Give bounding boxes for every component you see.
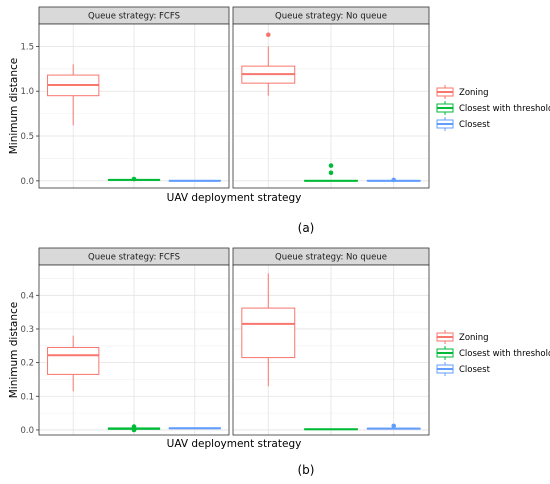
box-zoning — [241, 32, 296, 96]
legend-entry: Closest with threshold — [436, 346, 550, 360]
y-tick-label: 1.5 — [20, 42, 34, 52]
legend-entry: Zoning — [436, 85, 489, 99]
facet-strip-label: Queue strategy: FCFS — [88, 253, 180, 263]
facet-strip-label: Queue strategy: No queue — [275, 12, 387, 22]
panel-label: (a) — [298, 221, 315, 235]
y-tick-label: 0.5 — [20, 132, 34, 142]
box-body — [241, 307, 296, 359]
panel-label: (b) — [298, 463, 315, 477]
y-tick-label: 1.0 — [20, 87, 34, 97]
box-closest-with-threshold — [107, 424, 161, 433]
facet-panel: Queue strategy: FCFS — [38, 247, 230, 436]
box-closest — [168, 179, 221, 182]
panel-border — [232, 23, 430, 189]
legend-label: Closest with threshold — [459, 104, 550, 114]
panel-border — [232, 264, 430, 436]
y-tick-label: 0.3 — [20, 325, 34, 335]
legend-label: Closest — [459, 365, 491, 375]
box-body — [47, 346, 100, 375]
legend-entry: Closest with threshold — [436, 101, 550, 115]
outlier-point — [131, 427, 137, 433]
outlier-point — [131, 176, 137, 182]
legend-entry: Closest — [436, 117, 491, 131]
y-axis-label: Minimum distance — [8, 58, 20, 155]
y-tick-label: 0.2 — [20, 359, 34, 369]
box-zoning — [241, 273, 296, 387]
legend-label: Closest with threshold — [459, 349, 550, 359]
outlier-point — [391, 423, 397, 429]
facet-strip-label: Queue strategy: FCFS — [88, 12, 180, 22]
legend-label: Zoning — [459, 333, 489, 343]
box-closest-with-threshold — [304, 163, 358, 182]
box-closest-with-threshold — [304, 428, 358, 431]
y-tick-label: 0.0 — [20, 426, 34, 436]
legend-entry: Closest — [436, 362, 491, 376]
outlier-point — [391, 177, 397, 183]
y-tick-label: 0.1 — [20, 392, 34, 402]
x-axis-label: UAV deployment strategy — [167, 438, 302, 450]
box-zoning — [47, 335, 100, 392]
chart-a: Queue strategy: FCFS Queue strategy: No q… — [8, 6, 550, 235]
outlier-point — [328, 163, 334, 168]
outlier-point — [131, 424, 137, 429]
facet-panel: Queue strategy: No queue — [232, 6, 430, 189]
y-tick-label: 0.4 — [20, 291, 34, 301]
legend-label: Zoning — [459, 88, 489, 98]
facet-panel: Queue strategy: No queue — [232, 247, 430, 436]
x-axis-label: UAV deployment strategy — [167, 192, 302, 204]
panel-border — [38, 264, 230, 436]
box-closest — [168, 427, 221, 430]
legend-label: Closest — [459, 120, 491, 130]
panel-border — [38, 23, 230, 189]
box-closest — [366, 423, 421, 430]
outlier-point — [265, 32, 271, 38]
outlier-point — [328, 170, 334, 176]
chart-b: Queue strategy: FCFS Queue strategy: No q… — [8, 247, 550, 477]
facet-strip-label: Queue strategy: No queue — [275, 253, 387, 263]
box-closest-with-threshold — [107, 176, 161, 182]
box-closest — [366, 177, 421, 183]
y-axis-label: Minimum distance — [8, 302, 20, 399]
facet-panel: Queue strategy: FCFS — [38, 6, 230, 189]
y-tick-label: 0.0 — [20, 177, 34, 187]
box-zoning — [47, 64, 100, 126]
legend-entry: Zoning — [436, 330, 489, 344]
